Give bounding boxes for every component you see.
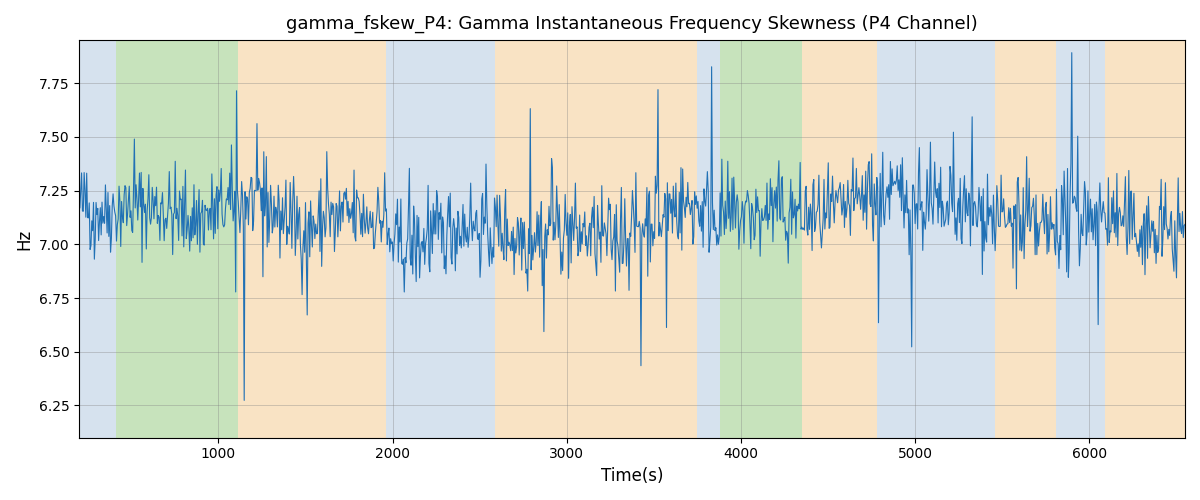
Bar bbox=[824, 40, 877, 438]
Bar bbox=[697, 40, 720, 438]
Bar bbox=[995, 40, 1056, 438]
Bar bbox=[720, 40, 802, 438]
Bar bbox=[496, 40, 697, 438]
Bar bbox=[802, 40, 824, 438]
X-axis label: Time(s): Time(s) bbox=[601, 467, 664, 485]
Bar bbox=[238, 40, 385, 438]
Bar bbox=[116, 40, 238, 438]
Title: gamma_fskew_P4: Gamma Instantaneous Frequency Skewness (P4 Channel): gamma_fskew_P4: Gamma Instantaneous Freq… bbox=[286, 15, 978, 34]
Bar bbox=[385, 40, 496, 438]
Bar bbox=[79, 40, 116, 438]
Y-axis label: Hz: Hz bbox=[14, 228, 32, 250]
Bar bbox=[1056, 40, 1105, 438]
Bar bbox=[877, 40, 995, 438]
Bar bbox=[1105, 40, 1186, 438]
